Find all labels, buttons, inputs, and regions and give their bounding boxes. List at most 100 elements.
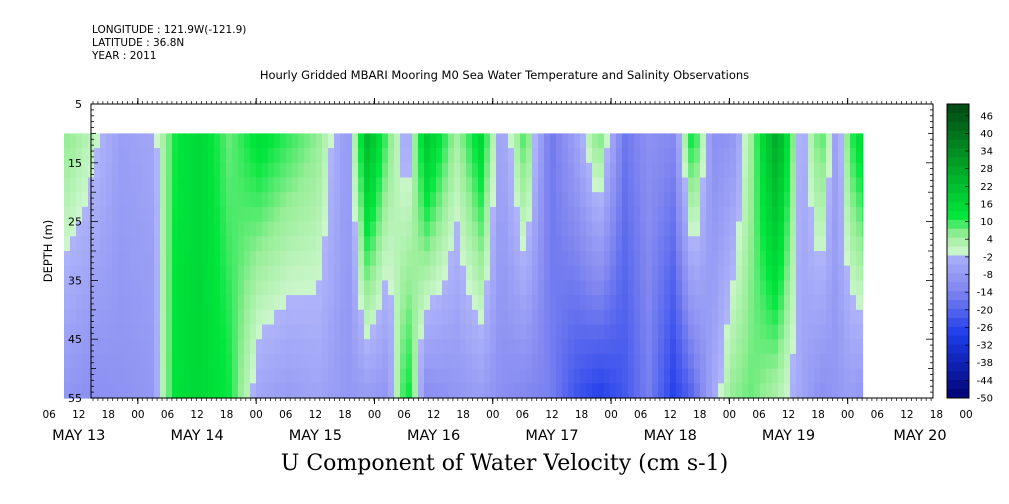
heat-cell <box>340 177 347 193</box>
heat-cell <box>652 133 659 149</box>
heat-cell <box>202 368 209 384</box>
heat-cell <box>640 383 647 399</box>
heat-cell <box>490 383 497 399</box>
heat-cell <box>100 192 107 208</box>
heat-cell <box>850 309 857 326</box>
heat-cell <box>232 148 239 164</box>
heat-cell <box>742 251 749 267</box>
heat-cell <box>382 192 389 208</box>
heat-cell <box>502 353 509 370</box>
heat-cell <box>622 206 629 223</box>
heat-cell <box>850 339 857 355</box>
heat-cell <box>730 295 737 311</box>
heat-cell <box>826 339 833 355</box>
heat-cell <box>346 324 353 340</box>
heat-cell <box>82 251 89 267</box>
heat-cell <box>790 192 797 208</box>
heat-cell <box>760 162 767 179</box>
heat-cell <box>190 339 197 355</box>
heat-cell <box>202 295 209 311</box>
heat-cell <box>346 148 353 164</box>
heat-cell <box>454 280 461 296</box>
heat-cell <box>352 339 359 355</box>
heat-cell <box>244 162 251 179</box>
heat-cell <box>394 280 401 296</box>
x-hour-tick-label: 12 <box>782 409 795 421</box>
heat-cell <box>610 221 617 237</box>
heat-cell <box>844 353 851 370</box>
heat-cell <box>328 133 335 149</box>
heat-cell <box>832 324 839 340</box>
header-year: YEAR : 2011 <box>92 50 157 62</box>
heat-cell <box>802 368 809 384</box>
heat-cell <box>604 206 611 223</box>
heat-cell <box>640 206 647 223</box>
heat-cell <box>826 148 833 164</box>
heat-cell <box>202 192 209 208</box>
heat-cell <box>394 148 401 164</box>
heat-cell <box>814 295 821 311</box>
heat-cell <box>112 133 119 149</box>
heat-cell <box>208 192 215 208</box>
heat-cell <box>118 133 125 149</box>
heat-cell <box>682 353 689 370</box>
heat-cell <box>682 206 689 223</box>
heat-cell <box>856 148 863 164</box>
heat-cell <box>796 206 803 223</box>
colorbar-swatch <box>947 237 969 248</box>
heat-cell <box>478 383 485 399</box>
heat-cell <box>208 383 215 399</box>
heat-cell <box>694 192 701 208</box>
heat-cell <box>82 236 89 252</box>
heat-cell <box>298 236 305 252</box>
heat-cell <box>172 265 179 281</box>
heat-cell <box>388 148 395 164</box>
heat-cell <box>466 309 473 326</box>
heat-cell <box>706 162 713 179</box>
heat-cell <box>454 177 461 193</box>
colorbar-label: 46 <box>980 111 993 122</box>
heat-cell <box>646 133 653 149</box>
heat-cell <box>358 133 365 149</box>
heat-cell <box>730 162 737 179</box>
heat-cell <box>400 221 407 237</box>
heat-cell <box>730 324 737 340</box>
heat-cell <box>454 295 461 311</box>
heat-cell <box>838 280 845 296</box>
heatmap-field <box>64 133 864 399</box>
heat-cell <box>214 339 221 355</box>
heat-cell <box>472 148 479 164</box>
heat-cell <box>208 324 215 340</box>
heat-cell <box>220 339 227 355</box>
heat-cell <box>376 339 383 355</box>
heat-cell <box>418 309 425 326</box>
heat-cell <box>568 295 575 311</box>
heat-cell <box>616 148 623 164</box>
heat-cell <box>766 133 773 149</box>
heat-cell <box>286 265 293 281</box>
heat-cell <box>304 192 311 208</box>
heat-cell <box>394 383 401 399</box>
heat-cell <box>316 383 323 399</box>
colorbar-swatch <box>947 300 969 310</box>
heat-cell <box>520 177 527 193</box>
heat-cell <box>640 192 647 208</box>
heat-cell <box>358 309 365 326</box>
heat-cell <box>448 324 455 340</box>
heat-cell <box>334 177 341 193</box>
heat-cell <box>136 280 143 296</box>
heat-cell <box>160 206 167 223</box>
colorbar-swatch <box>947 193 969 203</box>
heat-cell <box>298 265 305 281</box>
heat-cell <box>424 221 431 237</box>
heat-cell <box>100 368 107 384</box>
heat-cell <box>64 368 71 384</box>
heat-cell <box>580 309 587 326</box>
heat-cell <box>580 192 587 208</box>
heat-cell <box>148 368 155 384</box>
heat-cell <box>256 162 263 179</box>
heat-cell <box>76 133 83 149</box>
heat-cell <box>598 295 605 311</box>
heat-cell <box>520 353 527 370</box>
heat-cell <box>304 148 311 164</box>
